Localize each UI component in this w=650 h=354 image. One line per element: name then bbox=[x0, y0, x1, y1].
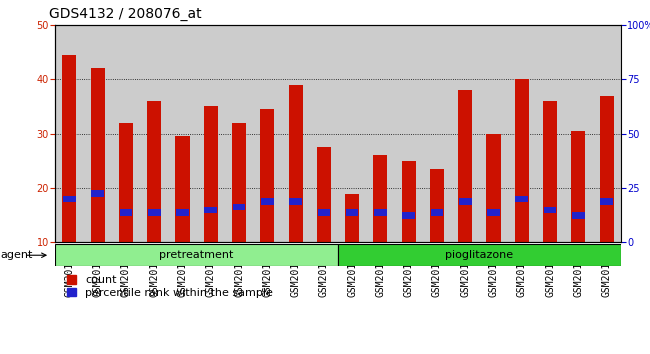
Bar bbox=[168, 25, 197, 242]
Bar bbox=[119, 123, 133, 242]
Bar bbox=[571, 131, 586, 242]
Bar bbox=[281, 25, 310, 242]
Bar bbox=[310, 25, 338, 242]
Bar bbox=[508, 25, 536, 242]
Bar bbox=[120, 209, 133, 216]
Bar bbox=[458, 90, 473, 242]
Bar bbox=[374, 209, 387, 216]
Bar bbox=[543, 207, 556, 213]
Bar bbox=[147, 101, 161, 242]
Bar bbox=[63, 196, 76, 202]
Legend: count, percentile rank within the sample: count, percentile rank within the sample bbox=[68, 275, 273, 298]
Bar bbox=[486, 133, 500, 242]
Bar bbox=[260, 109, 274, 242]
Bar bbox=[62, 55, 77, 242]
Bar bbox=[148, 209, 161, 216]
Bar bbox=[338, 25, 367, 242]
Bar bbox=[543, 101, 557, 242]
Bar bbox=[422, 25, 451, 242]
Bar bbox=[254, 25, 281, 242]
Bar bbox=[367, 25, 395, 242]
Bar bbox=[90, 68, 105, 242]
Bar bbox=[402, 212, 415, 218]
Bar bbox=[261, 198, 274, 205]
Bar bbox=[515, 196, 528, 202]
Bar bbox=[112, 25, 140, 242]
Text: pretreatment: pretreatment bbox=[159, 250, 234, 260]
Bar bbox=[593, 25, 621, 242]
Bar bbox=[564, 25, 593, 242]
Text: agent: agent bbox=[0, 250, 32, 260]
Bar bbox=[225, 25, 254, 242]
Bar bbox=[196, 25, 225, 242]
Bar bbox=[395, 25, 423, 242]
Bar bbox=[599, 96, 614, 242]
Bar bbox=[487, 209, 500, 216]
Bar bbox=[515, 79, 529, 242]
Text: pioglitazone: pioglitazone bbox=[445, 250, 514, 260]
Text: GDS4132 / 208076_at: GDS4132 / 208076_at bbox=[49, 7, 202, 21]
Bar bbox=[317, 147, 331, 242]
Bar bbox=[289, 85, 303, 242]
Bar bbox=[176, 209, 189, 216]
Bar bbox=[317, 209, 330, 216]
Bar bbox=[536, 25, 564, 242]
Bar bbox=[91, 190, 104, 197]
Bar bbox=[289, 198, 302, 205]
Bar bbox=[430, 209, 443, 216]
Bar bbox=[55, 25, 83, 242]
Bar bbox=[140, 25, 168, 242]
Bar bbox=[346, 209, 359, 216]
Bar bbox=[345, 194, 359, 242]
Bar bbox=[480, 25, 508, 242]
Bar bbox=[430, 169, 444, 242]
Bar bbox=[338, 244, 621, 266]
Bar bbox=[402, 161, 416, 242]
Bar bbox=[203, 107, 218, 242]
Bar bbox=[451, 25, 480, 242]
Bar bbox=[600, 198, 613, 205]
Bar bbox=[204, 207, 217, 213]
Bar bbox=[233, 204, 246, 210]
Bar bbox=[459, 198, 472, 205]
Bar bbox=[176, 136, 190, 242]
Bar bbox=[55, 244, 338, 266]
Bar bbox=[232, 123, 246, 242]
Bar bbox=[83, 25, 112, 242]
Bar bbox=[572, 212, 585, 218]
Bar bbox=[373, 155, 387, 242]
